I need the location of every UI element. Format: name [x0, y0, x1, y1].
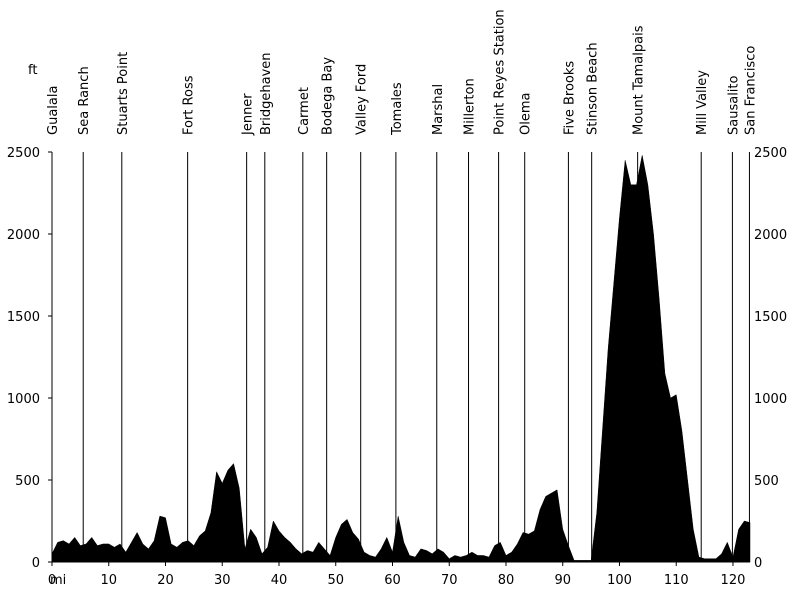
y-tick-label-right: 1500 [754, 310, 787, 325]
x-tick-label: 110 [664, 573, 689, 588]
x-tick-label: 100 [607, 573, 632, 588]
waypoint-label: San Francisco [743, 46, 758, 135]
x-tick-label: 50 [327, 573, 344, 588]
y-tick-label: 2000 [7, 228, 40, 243]
y-tick-label-right: 1000 [754, 392, 787, 407]
waypoint-label: Fort Ross [182, 75, 197, 135]
x-tick-label: 10 [100, 573, 117, 588]
y-tick-label-right: 0 [754, 556, 762, 571]
waypoint-label: Tomales [390, 82, 405, 136]
y-tick-label: 1000 [7, 392, 40, 407]
waypoint-label: Bridgehaven [259, 52, 274, 135]
x-axis-label: mi [50, 573, 66, 588]
waypoint-label: Marshal [431, 84, 446, 135]
y-tick-label: 1500 [7, 310, 40, 325]
waypoint-label: Mount Tamalpais [632, 25, 647, 135]
waypoint-label: Valley Ford [355, 64, 370, 135]
y-tick-label: 500 [15, 474, 40, 489]
x-tick-label: 90 [554, 573, 571, 588]
waypoint-label: Bodega Bay [321, 57, 336, 135]
y-tick-label: 0 [32, 556, 40, 571]
x-tick-label: 60 [384, 573, 401, 588]
waypoint-label: Millerton [463, 78, 478, 135]
waypoint-label: Five Brooks [562, 61, 577, 135]
y-tick-label-right: 2500 [754, 146, 787, 161]
y-tick-label-right: 500 [754, 474, 779, 489]
waypoint-label: Jenner [241, 93, 256, 136]
waypoint-label: Sausalito [726, 75, 741, 135]
y-tick-label: 2500 [7, 146, 40, 161]
waypoint-label: Carmet [297, 87, 312, 135]
y-axis-label: ft [28, 63, 37, 78]
x-tick-label: 120 [721, 573, 746, 588]
waypoint-label: Gualala [46, 86, 61, 135]
waypoint-label: Point Reyes Station [493, 9, 508, 135]
waypoint-label: Sea Ranch [77, 66, 92, 135]
x-tick-label: 40 [271, 573, 288, 588]
y-tick-label-right: 2000 [754, 228, 787, 243]
waypoint-label: Olema [519, 93, 534, 135]
elevation-area [51, 155, 751, 563]
x-tick-label: 80 [498, 573, 515, 588]
waypoint-label: Mill Valley [695, 70, 710, 135]
x-tick-label: 0 [48, 573, 56, 588]
x-tick-label: 20 [157, 573, 174, 588]
waypoint-label: Stinson Beach [586, 42, 601, 135]
x-tick-label: 30 [214, 573, 231, 588]
waypoint-label: Stuarts Point [116, 52, 131, 135]
x-tick-label: 70 [441, 573, 458, 588]
